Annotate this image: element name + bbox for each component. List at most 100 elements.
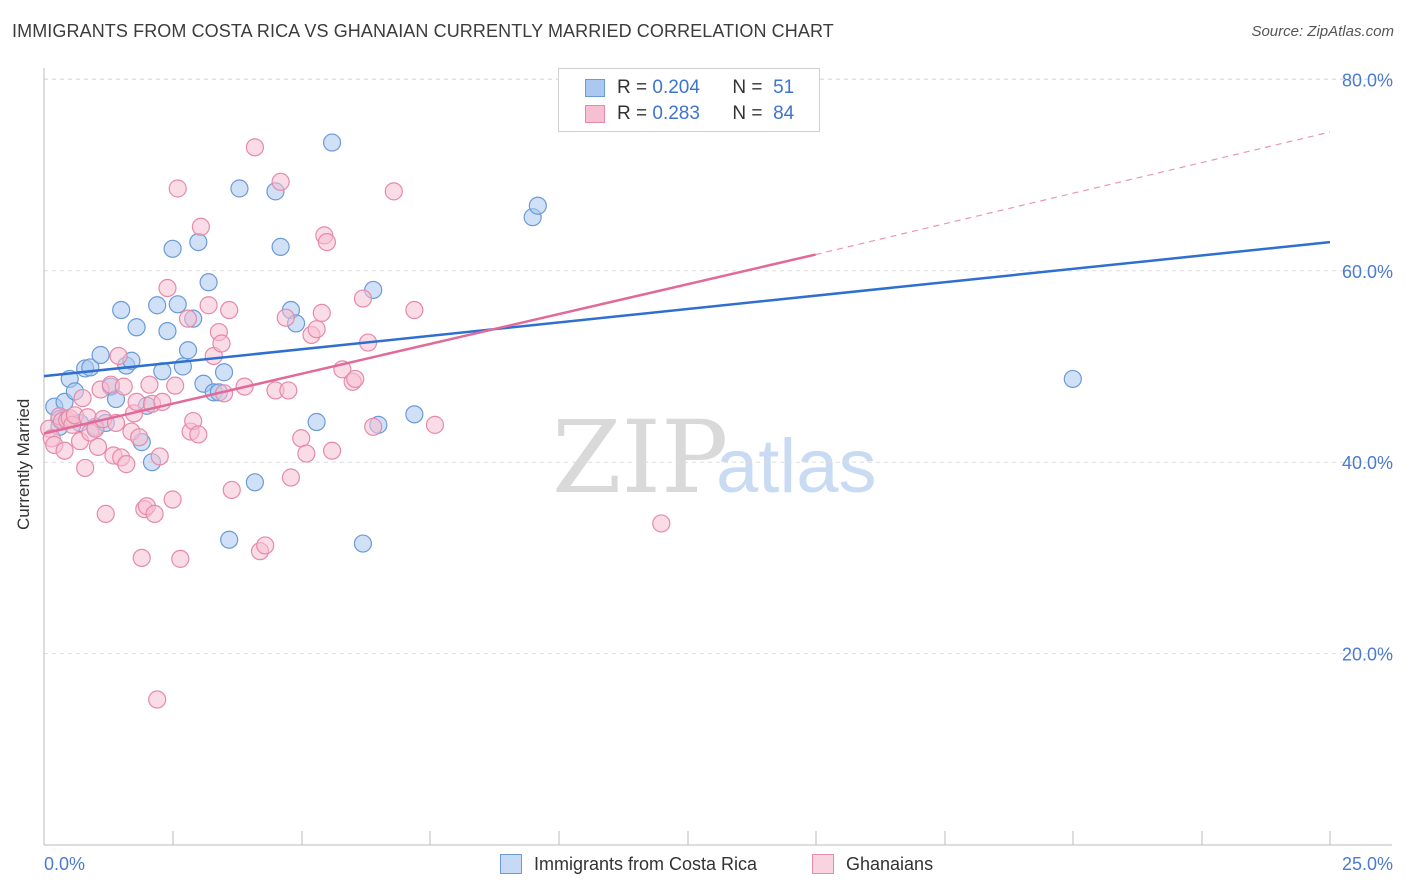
- point-costa-rica: [127, 318, 146, 337]
- trend-line-ghanaian-extension: [815, 131, 1331, 256]
- point-ghanaian: [191, 217, 210, 236]
- point-costa-rica: [214, 363, 234, 382]
- point-costa-rica: [199, 273, 218, 292]
- point-costa-rica: [322, 133, 342, 152]
- point-costa-rica: [168, 295, 187, 314]
- point-ghanaian: [322, 441, 342, 460]
- point-ghanaian: [220, 300, 239, 320]
- point-costa-rica: [271, 237, 290, 256]
- point-ghanaian: [317, 232, 337, 252]
- legend-swatch-blue: [500, 854, 522, 874]
- point-costa-rica: [112, 300, 131, 320]
- point-ghanaian: [88, 437, 108, 456]
- legend-r-value: 0.283: [652, 103, 700, 124]
- bottom-legend-ghanaian[interactable]: Ghanaians: [812, 850, 933, 878]
- point-ghanaian: [364, 417, 383, 436]
- point-ghanaian: [127, 392, 146, 412]
- point-ghanaian: [297, 444, 316, 463]
- chart-title: IMMIGRANTS FROM COSTA RICA VS GHANAIAN C…: [12, 21, 834, 41]
- point-ghanaian: [425, 415, 445, 434]
- legend-label: Immigrants from Costa Rica: [534, 853, 758, 874]
- point-ghanaian: [256, 536, 275, 555]
- legend-row-costa-rica: R = 0.204 N = 51: [585, 75, 794, 101]
- point-ghanaian: [55, 441, 74, 460]
- point-ghanaian: [292, 429, 311, 448]
- legend-n-label: N =: [732, 103, 763, 124]
- point-ghanaian: [307, 320, 326, 339]
- point-ghanaian: [271, 172, 290, 191]
- point-ghanaian: [281, 468, 301, 487]
- x-tick-label: 0.0%: [44, 854, 85, 874]
- point-ghanaian: [178, 309, 198, 328]
- legend-r-value: 0.204: [652, 77, 700, 98]
- point-costa-rica: [245, 473, 265, 492]
- point-ghanaian: [76, 458, 95, 478]
- tick-labels: 20.0% 40.0% 60.0% 80.0% 0.0% 25.0%: [44, 70, 1393, 874]
- point-costa-rica: [230, 179, 249, 198]
- point-ghanaian: [150, 447, 169, 466]
- point-costa-rica: [163, 239, 182, 258]
- x-tick-label: 25.0%: [1342, 854, 1393, 874]
- point-costa-rica: [189, 232, 208, 252]
- legend-r-label: R =: [617, 77, 648, 98]
- point-costa-rica: [158, 321, 177, 341]
- point-ghanaian: [168, 179, 187, 198]
- legend-row-ghanaian: R = 0.283 N = 84: [585, 101, 794, 127]
- point-ghanaian: [117, 455, 136, 474]
- point-costa-rica: [1063, 369, 1082, 389]
- point-ghanaian: [109, 346, 128, 366]
- point-costa-rica: [307, 412, 326, 432]
- point-ghanaian: [212, 334, 231, 353]
- point-ghanaian: [163, 490, 182, 509]
- point-ghanaian: [245, 138, 265, 157]
- axes: [43, 68, 1392, 846]
- point-ghanaian: [166, 376, 185, 395]
- legend-n-value: 84: [773, 103, 795, 124]
- legend-n-value: 51: [773, 77, 795, 98]
- point-ghanaian: [384, 182, 403, 201]
- y-tick-label: 60.0%: [1342, 262, 1393, 282]
- point-ghanaian: [132, 548, 151, 568]
- point-costa-rica: [178, 341, 198, 360]
- point-ghanaian: [140, 375, 159, 394]
- legend-n-label: N =: [732, 77, 763, 98]
- legend-swatch-blue: [585, 79, 605, 97]
- y-tick-label: 20.0%: [1342, 645, 1393, 665]
- point-ghanaian: [130, 428, 149, 447]
- point-costa-rica: [353, 534, 373, 553]
- legend-label: Ghanaians: [846, 853, 934, 874]
- point-ghanaian: [145, 504, 164, 523]
- point-ghanaian: [114, 377, 133, 396]
- series-ghanaian-points: [40, 138, 671, 709]
- point-costa-rica: [220, 530, 239, 549]
- point-ghanaian: [346, 369, 365, 389]
- point-ghanaian: [158, 278, 177, 298]
- watermark-zip: ZIP: [552, 399, 728, 516]
- point-ghanaian: [652, 514, 671, 533]
- point-ghanaian: [405, 300, 424, 320]
- legend-swatch-pink: [585, 105, 605, 123]
- point-ghanaian: [73, 388, 92, 408]
- point-ghanaian: [279, 381, 298, 400]
- point-ghanaian: [148, 690, 167, 709]
- point-ghanaian: [96, 504, 115, 523]
- point-ghanaian: [171, 549, 190, 568]
- bottom-legend-costa-rica[interactable]: Immigrants from Costa Rica: [500, 850, 757, 878]
- point-costa-rica: [91, 345, 110, 365]
- point-ghanaian: [312, 303, 331, 323]
- gridlines: [44, 78, 1392, 655]
- y-tick-label: 80.0%: [1342, 70, 1393, 90]
- stats-legend: R = 0.204 N = 51 R = 0.283 N = 84: [558, 68, 820, 132]
- legend-swatch-pink: [812, 854, 834, 874]
- point-ghanaian: [222, 480, 241, 500]
- trend-line-ghanaian: [43, 253, 816, 435]
- point-costa-rica: [528, 196, 547, 215]
- point-costa-rica: [405, 405, 424, 424]
- legend-r-label: R =: [617, 103, 648, 124]
- point-ghanaian: [353, 289, 373, 308]
- source-label: Source: ZipAtlas.com: [1251, 23, 1394, 40]
- point-ghanaian: [189, 425, 208, 444]
- point-ghanaian: [276, 308, 295, 327]
- watermark: ZIP atlas: [552, 399, 877, 516]
